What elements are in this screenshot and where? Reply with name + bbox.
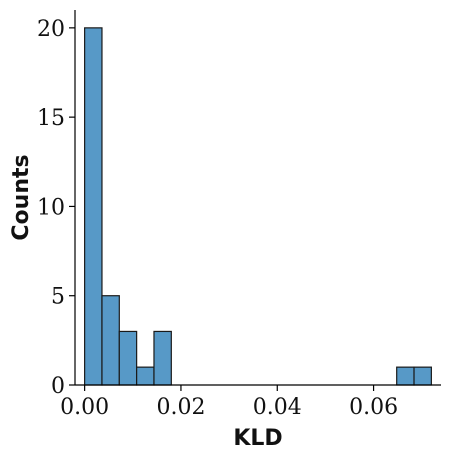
bars-layer	[84, 27, 432, 386]
y-tick-label: 0	[51, 374, 65, 399]
histogram-bar	[153, 330, 172, 386]
x-axis-title: KLD	[233, 426, 282, 451]
histogram-bar	[413, 366, 432, 386]
histogram-bar	[101, 295, 120, 386]
x-tick-label: 0.02	[156, 395, 205, 420]
x-tick-label: 0.04	[253, 395, 302, 420]
histogram-bar	[118, 330, 138, 386]
x-tick-label: 0.06	[349, 395, 398, 420]
y-tick-label: 5	[51, 285, 65, 310]
y-tick-label: 10	[37, 195, 65, 220]
y-tick-label: 20	[37, 17, 65, 42]
axes-layer	[74, 10, 441, 386]
y-axis-title: Counts	[9, 154, 34, 240]
histogram-bar	[396, 366, 415, 386]
histogram-bar	[84, 27, 103, 386]
x-ticks: 0.00 0.02 0.04 0.06	[60, 385, 398, 420]
histogram-bar	[136, 366, 155, 386]
y-ticks: 0 5 10 15 20	[37, 17, 75, 399]
y-tick-label: 15	[37, 106, 65, 131]
x-tick-label: 0.00	[60, 395, 109, 420]
